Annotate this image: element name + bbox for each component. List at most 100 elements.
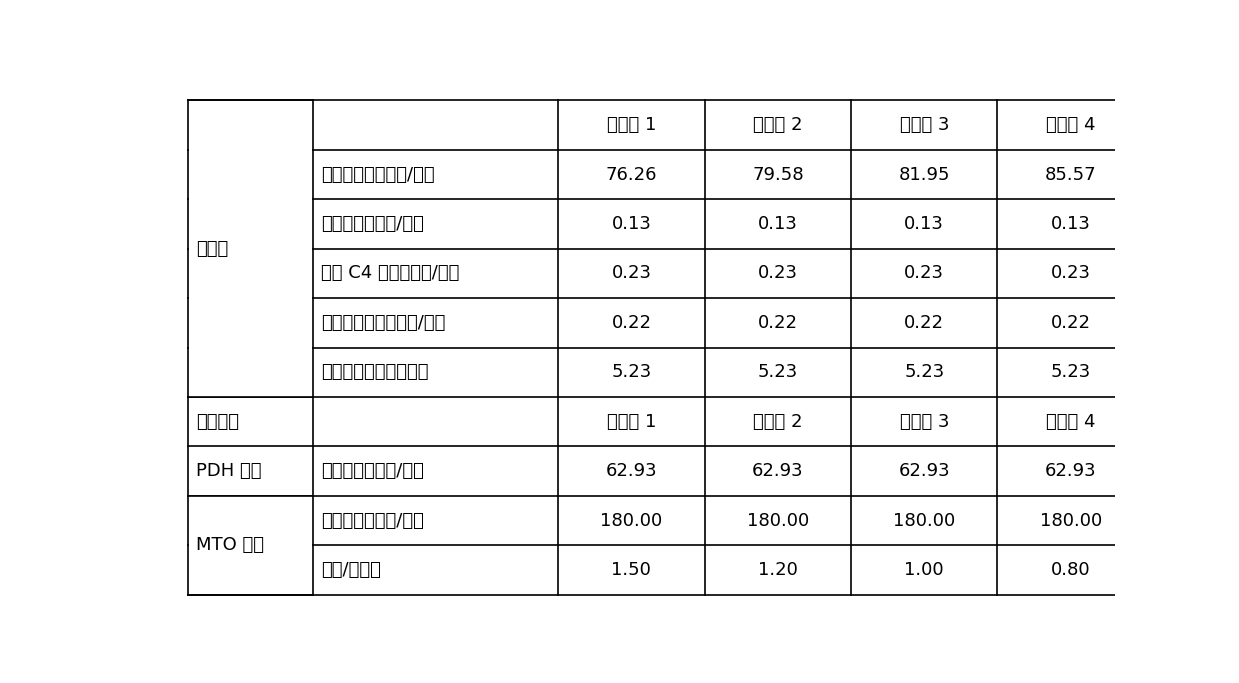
- Text: 回收乙烯（万吨/年）: 回收乙烯（万吨/年）: [321, 215, 424, 233]
- Bar: [851, 298, 997, 348]
- Bar: [997, 150, 1144, 199]
- Bar: [997, 348, 1144, 397]
- Text: 比较例 3: 比较例 3: [900, 413, 949, 431]
- Text: 180.00: 180.00: [747, 512, 809, 529]
- Bar: [997, 496, 1144, 545]
- Bar: [313, 447, 559, 496]
- Text: 实施例 2: 实施例 2: [753, 116, 803, 134]
- Bar: [705, 397, 851, 447]
- Text: 0.23: 0.23: [1051, 264, 1090, 282]
- Bar: [705, 545, 851, 595]
- Text: 减少设备投资（亿元）: 减少设备投资（亿元）: [321, 363, 429, 381]
- Text: PDH 装置: PDH 装置: [196, 462, 261, 480]
- Text: 实施例 1: 实施例 1: [607, 116, 657, 134]
- Text: 现有技术: 现有技术: [196, 413, 239, 431]
- Text: 79.58: 79.58: [752, 165, 804, 184]
- Bar: [188, 447, 313, 496]
- Text: 0.13: 0.13: [904, 215, 944, 233]
- Bar: [705, 150, 851, 199]
- Text: 76.26: 76.26: [606, 165, 657, 184]
- Text: 5.23: 5.23: [611, 363, 652, 381]
- Text: MTO 装置: MTO 装置: [196, 536, 264, 555]
- Bar: [188, 397, 313, 447]
- Text: 0.13: 0.13: [1051, 215, 1090, 233]
- Bar: [313, 100, 559, 150]
- Text: 实施例 4: 实施例 4: [1046, 116, 1095, 134]
- Bar: [188, 199, 313, 249]
- Bar: [997, 100, 1144, 150]
- Bar: [559, 100, 705, 150]
- Text: 0.23: 0.23: [611, 264, 652, 282]
- Text: 乙烯/丙烯比: 乙烯/丙烯比: [321, 561, 380, 579]
- Bar: [559, 348, 705, 397]
- Text: 81.95: 81.95: [898, 165, 950, 184]
- Bar: [851, 150, 997, 199]
- Text: 公称能力（万吨/年）: 公称能力（万吨/年）: [321, 512, 424, 529]
- Text: 丙烷消耗（万吨/年）: 丙烷消耗（万吨/年）: [321, 462, 424, 480]
- Text: 比较例 2: 比较例 2: [753, 413, 803, 431]
- Bar: [188, 298, 313, 348]
- Text: 62.93: 62.93: [1044, 462, 1097, 480]
- Bar: [705, 447, 851, 496]
- Bar: [705, 496, 851, 545]
- Text: 5.23: 5.23: [904, 363, 944, 381]
- Bar: [188, 100, 313, 150]
- Bar: [851, 249, 997, 298]
- Bar: [190, 100, 312, 397]
- Bar: [705, 348, 851, 397]
- Bar: [559, 545, 705, 595]
- Bar: [997, 397, 1144, 447]
- Bar: [997, 249, 1144, 298]
- Bar: [313, 150, 559, 199]
- Bar: [559, 447, 705, 496]
- Text: 0.22: 0.22: [758, 313, 798, 332]
- Text: 回收 C4 组分（万吨/年）: 回收 C4 组分（万吨/年）: [321, 264, 460, 282]
- Text: 丙烯总产量（万吨/年）: 丙烯总产量（万吨/年）: [321, 165, 435, 184]
- Text: 62.93: 62.93: [606, 462, 657, 480]
- Bar: [190, 496, 312, 594]
- Bar: [313, 298, 559, 348]
- Bar: [997, 298, 1144, 348]
- Bar: [705, 249, 851, 298]
- Bar: [851, 199, 997, 249]
- Bar: [188, 348, 313, 397]
- Text: 5.23: 5.23: [1051, 363, 1090, 381]
- Bar: [705, 199, 851, 249]
- Text: 5.23: 5.23: [758, 363, 798, 381]
- Text: 62.93: 62.93: [898, 462, 950, 480]
- Bar: [313, 348, 559, 397]
- Text: 180.00: 180.00: [1040, 512, 1101, 529]
- Bar: [705, 298, 851, 348]
- Bar: [188, 545, 313, 595]
- Text: 0.80: 0.80: [1051, 561, 1090, 579]
- Text: 0.22: 0.22: [611, 313, 652, 332]
- Text: 0.22: 0.22: [1051, 313, 1090, 332]
- Text: 比较例 4: 比较例 4: [1046, 413, 1095, 431]
- Bar: [997, 447, 1144, 496]
- Text: 1.00: 1.00: [904, 561, 944, 579]
- Bar: [559, 496, 705, 545]
- Text: 回收轻烃效益（亿元/年）: 回收轻烃效益（亿元/年）: [321, 313, 445, 332]
- Text: 0.23: 0.23: [758, 264, 798, 282]
- Bar: [705, 100, 851, 150]
- Text: 本发明: 本发明: [196, 240, 228, 257]
- Text: 0.13: 0.13: [612, 215, 652, 233]
- Bar: [997, 545, 1144, 595]
- Text: 实施例 3: 实施例 3: [900, 116, 949, 134]
- Text: 0.13: 0.13: [758, 215, 798, 233]
- Bar: [188, 150, 313, 199]
- Bar: [559, 199, 705, 249]
- Bar: [851, 100, 997, 150]
- Text: 1.20: 1.20: [758, 561, 798, 579]
- Text: 0.23: 0.23: [904, 264, 944, 282]
- Bar: [313, 199, 559, 249]
- Bar: [559, 249, 705, 298]
- Bar: [851, 348, 997, 397]
- Bar: [188, 249, 313, 298]
- Text: 180.00: 180.00: [893, 512, 955, 529]
- Bar: [313, 496, 559, 545]
- Bar: [559, 298, 705, 348]
- Bar: [997, 199, 1144, 249]
- Text: 0.22: 0.22: [904, 313, 944, 332]
- Text: 62.93: 62.93: [752, 462, 804, 480]
